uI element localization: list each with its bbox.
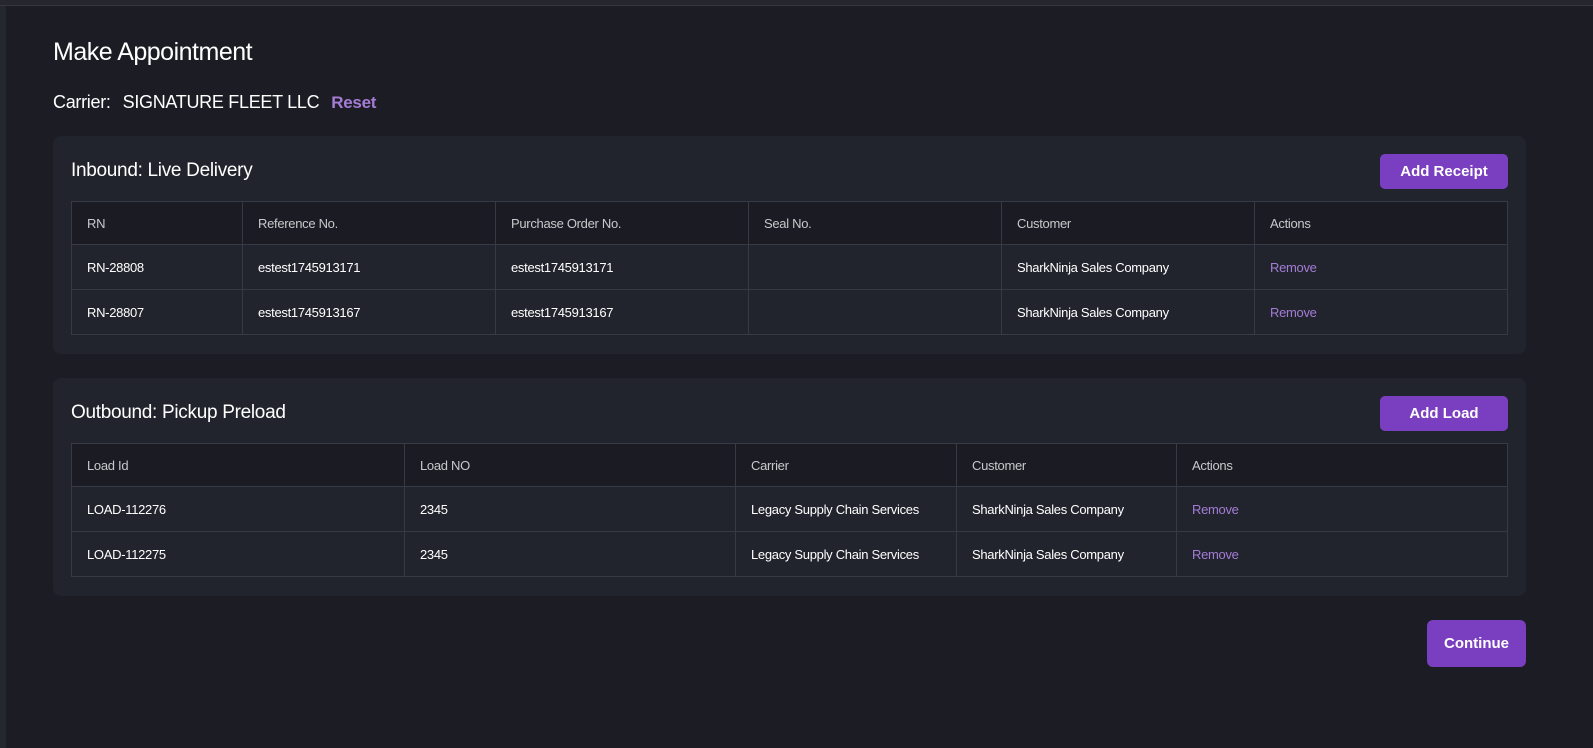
outbound-section: Outbound: Pickup Preload Add Load Load I… <box>53 378 1526 596</box>
actions-cell: Remove <box>1176 486 1508 532</box>
remove-link[interactable]: Remove <box>1270 304 1317 320</box>
column-header: Load Id <box>71 443 405 487</box>
column-header: Customer <box>956 443 1177 487</box>
outbound-table: Load Id Load NO Carrier Customer Actions… <box>71 443 1508 577</box>
actions-cell: Remove <box>1254 289 1508 335</box>
inbound-section: Inbound: Live Delivery Add Receipt RN Re… <box>53 136 1526 354</box>
add-receipt-button[interactable]: Add Receipt <box>1380 154 1508 189</box>
load-id-cell: LOAD-112276 <box>71 486 405 532</box>
load-no-cell: 2345 <box>404 486 736 532</box>
rn-cell: RN-28807 <box>71 289 243 335</box>
remove-link[interactable]: Remove <box>1192 546 1239 562</box>
column-header: RN <box>71 201 243 245</box>
carrier-row: Carrier: SIGNATURE FLEET LLC Reset <box>53 92 376 113</box>
actions-cell: Remove <box>1254 244 1508 290</box>
column-header: Purchase Order No. <box>495 201 749 245</box>
outbound-title: Outbound: Pickup Preload <box>71 402 286 423</box>
remove-link[interactable]: Remove <box>1270 259 1317 275</box>
customer-cell: SharkNinja Sales Company <box>956 531 1177 577</box>
load-no-cell: 2345 <box>404 531 736 577</box>
inbound-title: Inbound: Live Delivery <box>71 160 253 181</box>
seal-cell <box>748 289 1002 335</box>
column-header: Actions <box>1176 443 1508 487</box>
table-row: RN-28808 estest1745913171 estest17459131… <box>71 244 1508 290</box>
column-header: Carrier <box>735 443 957 487</box>
column-header: Actions <box>1254 201 1508 245</box>
reference-cell: estest1745913167 <box>242 289 496 335</box>
carrier-cell: Legacy Supply Chain Services <box>735 531 957 577</box>
table-header-row: Load Id Load NO Carrier Customer Actions <box>71 443 1508 487</box>
customer-cell: SharkNinja Sales Company <box>956 486 1177 532</box>
carrier-value: SIGNATURE FLEET LLC <box>122 92 320 112</box>
carrier-cell: Legacy Supply Chain Services <box>735 486 957 532</box>
rn-cell: RN-28808 <box>71 244 243 290</box>
column-header: Customer <box>1001 201 1255 245</box>
inbound-table: RN Reference No. Purchase Order No. Seal… <box>71 201 1508 335</box>
reset-link[interactable]: Reset <box>331 93 377 112</box>
column-header: Load NO <box>404 443 736 487</box>
seal-cell <box>748 244 1002 290</box>
continue-button[interactable]: Continue <box>1427 620 1526 667</box>
po-cell: estest1745913167 <box>495 289 749 335</box>
top-divider <box>0 5 1593 6</box>
customer-cell: SharkNinja Sales Company <box>1001 244 1255 290</box>
actions-cell: Remove <box>1176 531 1508 577</box>
table-header-row: RN Reference No. Purchase Order No. Seal… <box>71 201 1508 245</box>
carrier-label: Carrier: <box>53 92 111 112</box>
add-load-button[interactable]: Add Load <box>1380 396 1508 431</box>
table-row: RN-28807 estest1745913167 estest17459131… <box>71 289 1508 335</box>
column-header: Reference No. <box>242 201 496 245</box>
page-title: Make Appointment <box>53 38 253 66</box>
main-panel: Make Appointment Carrier: SIGNATURE FLEE… <box>6 6 1593 748</box>
table-row: LOAD-112276 2345 Legacy Supply Chain Ser… <box>71 486 1508 532</box>
table-row: LOAD-112275 2345 Legacy Supply Chain Ser… <box>71 531 1508 577</box>
column-header: Seal No. <box>748 201 1002 245</box>
remove-link[interactable]: Remove <box>1192 501 1239 517</box>
reference-cell: estest1745913171 <box>242 244 496 290</box>
po-cell: estest1745913171 <box>495 244 749 290</box>
customer-cell: SharkNinja Sales Company <box>1001 289 1255 335</box>
load-id-cell: LOAD-112275 <box>71 531 405 577</box>
